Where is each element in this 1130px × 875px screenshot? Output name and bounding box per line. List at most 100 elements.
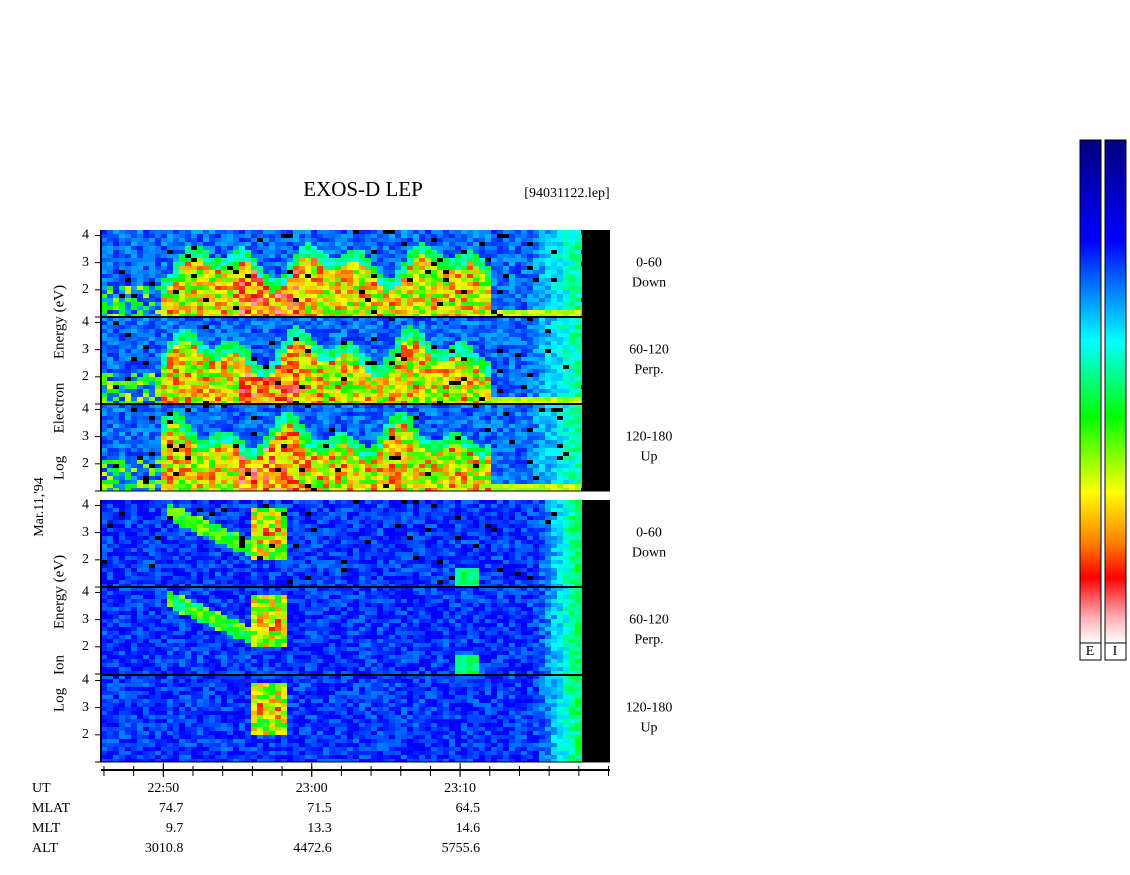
spectrogram-cell [329,238,335,242]
spectrogram-cell [377,290,383,294]
spectrogram-cell [479,480,485,484]
spectrogram-cell [203,321,209,325]
spectrogram-cell [257,476,263,480]
spectrogram-cell [443,448,449,452]
spectrogram-cell [263,369,269,373]
spectrogram-cell [563,258,569,262]
spectrogram-cell [413,389,419,393]
spectrogram-cell [431,274,437,278]
spectrogram-cell [425,424,431,428]
spectrogram-cell [323,424,329,428]
spectrogram-cell [257,452,263,456]
spectrogram-cell [185,488,191,491]
spectrogram-cell [227,274,233,278]
spectrogram-cell [485,234,491,238]
spectrogram-cell [215,298,221,302]
spectrogram-cell [413,428,419,432]
spectrogram-cell [431,460,437,464]
spectrogram-cell [377,361,383,365]
spectrogram-cell [191,234,197,238]
spectrogram-cell [347,234,353,238]
spectrogram-cell [359,373,365,377]
spectrogram-cell [443,432,449,436]
spectrogram-cell [407,460,413,464]
spectrogram-cell [107,310,113,314]
spectrogram-cell [581,333,582,337]
spectrogram-cell [179,464,185,468]
spectrogram-cell [113,310,119,314]
axis-label: Energy (eV) [51,555,67,629]
spectrogram-cell [215,420,221,424]
spectrogram-cell [209,468,215,472]
spectrogram-cell [167,393,173,397]
spectrogram-cell [353,420,359,424]
spectrogram-cell [107,325,113,329]
spectrogram-cell [281,397,287,401]
spectrogram-cell [203,381,209,385]
spectrogram-cell [305,412,311,416]
spectrogram-cell [107,460,113,464]
spectrogram-cell [545,274,551,278]
spectrogram-cell [383,357,389,361]
spectrogram-cell [311,484,317,488]
spectrogram-cell [455,234,461,238]
spectrogram-cell [281,408,287,412]
spectrogram-cell [287,377,293,381]
spectrogram-cell [191,452,197,456]
spectrogram-cell [227,333,233,337]
spectrogram-cell [383,381,389,385]
spectrogram-cell [371,286,377,290]
spectrogram-cell [437,361,443,365]
spectrogram-cell [281,480,287,484]
spectrogram-cell [383,456,389,460]
spectrogram-cell [329,393,335,397]
spectrogram-cell [257,432,263,436]
spectrogram-cell [491,250,497,254]
spectrogram-cell [299,266,305,270]
spectrogram-cell [185,254,191,258]
spectrogram-cell [557,246,563,250]
spectrogram-cell [257,341,263,345]
spectrogram-cell [455,357,461,361]
spectrogram-cell [215,476,221,480]
spectrogram-cell [233,290,239,294]
spectrogram-cell [323,412,329,416]
spectrogram-cell [533,381,539,385]
spectrogram-cell [503,262,509,266]
spectrogram-cell [257,416,263,420]
spectrogram-cell [551,282,557,286]
spectrogram-cell [395,302,401,306]
spectrogram-cell [491,282,497,286]
spectrogram-cell [341,234,347,238]
spectrogram-cell [581,325,582,329]
spectrogram-cell [359,404,365,408]
spectrogram-cell [473,428,479,432]
spectrogram-cell [167,365,173,369]
spectrogram-cell [245,298,251,302]
spectrogram-cell [131,424,137,428]
spectrogram-cell [251,282,257,286]
spectrogram-cell [197,270,203,274]
spectrogram-cell [245,444,251,448]
spectrogram-cell [341,314,347,317]
spectrogram-cell [143,404,149,408]
spectrogram-cell [443,397,449,401]
spectrogram-cell [551,401,557,404]
spectrogram-cell [287,246,293,250]
spectrogram-cell [419,389,425,393]
spectrogram-cell [551,317,557,321]
spectrogram-cell [137,246,143,250]
spectrogram-cell [401,353,407,357]
spectrogram-cell [161,456,167,460]
spectrogram-cell [275,286,281,290]
spectrogram-cell [293,286,299,290]
spectrogram-cell [155,404,161,408]
spectrogram-cell [419,369,425,373]
spectrogram-cell [197,404,203,408]
spectrogram-cell [497,329,503,333]
spectrogram-cell [383,432,389,436]
spectrogram-cell [551,349,557,353]
spectrogram-cell [155,349,161,353]
spectrogram-cell [275,460,281,464]
spectrogram-cell [449,424,455,428]
